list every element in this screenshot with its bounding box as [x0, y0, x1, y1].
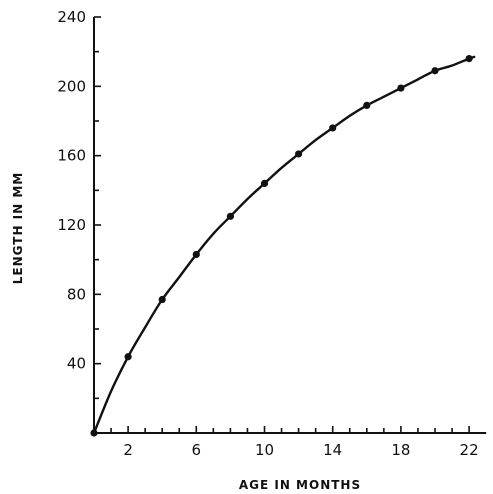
- data-point: [260, 179, 269, 187]
- data-point: [329, 124, 337, 132]
- ticks: 40 80 120 160 200 240 2 6 10 14 18 22: [57, 8, 478, 459]
- y-tick-label: 160: [57, 147, 86, 165]
- data-point: [90, 429, 98, 437]
- data-point: [295, 150, 303, 158]
- x-tick-label: 10: [255, 441, 274, 459]
- data-point: [397, 84, 405, 92]
- data-point: [124, 353, 132, 361]
- curve-layer: [92, 55, 476, 435]
- data-point: [192, 250, 200, 259]
- x-tick-label: 2: [123, 441, 133, 459]
- data-point: [465, 55, 473, 63]
- points-layer: [90, 55, 473, 437]
- x-axis-title: AGE IN MONTHS: [239, 478, 361, 492]
- y-tick-label: 80: [67, 285, 86, 303]
- y-tick-label: 40: [67, 355, 86, 373]
- y-tick-label: 240: [57, 8, 86, 26]
- x-tick-label: 6: [192, 441, 202, 459]
- y-tick-label: 200: [57, 77, 86, 95]
- x-tick-label: 14: [323, 441, 342, 459]
- x-tick-label: 22: [460, 441, 479, 459]
- data-point: [226, 212, 234, 220]
- growth-curve: [92, 55, 476, 435]
- data-point: [431, 67, 439, 75]
- data-point: [158, 295, 166, 304]
- x-tick-label: 18: [391, 441, 410, 459]
- data-point: [363, 101, 371, 109]
- axes: [93, 17, 487, 434]
- y-axis-title: LENGTH IN MM: [11, 172, 25, 285]
- y-tick-label: 120: [57, 216, 86, 234]
